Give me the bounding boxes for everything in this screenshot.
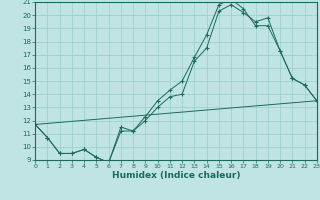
X-axis label: Humidex (Indice chaleur): Humidex (Indice chaleur) [112,171,240,180]
